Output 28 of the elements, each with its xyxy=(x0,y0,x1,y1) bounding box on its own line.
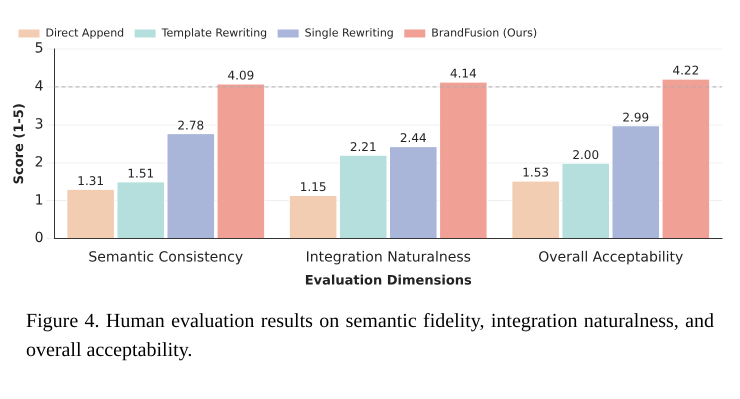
x-axis-title: Evaluation Dimensions xyxy=(304,274,472,289)
text: 1.53 xyxy=(522,166,550,180)
x-tick-label: Semantic Consistency xyxy=(88,250,244,266)
text: 2.00 xyxy=(572,148,600,162)
y-tick-label: 4 xyxy=(34,78,44,95)
text: 1.15 xyxy=(300,180,327,194)
y-axis-title: Score (1-5) xyxy=(12,103,28,184)
text: 1.31 xyxy=(77,174,104,188)
text: 1.51 xyxy=(127,166,154,180)
x-tick-label: Overall Acceptability xyxy=(538,250,684,266)
y-tick-label: 5 xyxy=(34,40,44,57)
text: 4.22 xyxy=(672,64,700,78)
legend-label: Direct Append xyxy=(46,26,124,40)
legend-label: Single Rewriting xyxy=(304,26,394,40)
y-tick-label: 3 xyxy=(34,116,44,132)
legend-label: Template Rewriting xyxy=(160,26,268,40)
text: 2.21 xyxy=(350,140,377,154)
y-tick-label: 1 xyxy=(34,192,44,208)
text: 2.44 xyxy=(400,131,427,146)
legend-label: BrandFusion (Ours) xyxy=(431,26,538,40)
text: 4.14 xyxy=(450,66,477,81)
text: 2.78 xyxy=(177,118,204,132)
text: 2.99 xyxy=(622,110,650,124)
text: 4.09 xyxy=(227,68,254,83)
caption: Figure 4. Human evaluation results on semantic fidelity, integration naturalness, and overall acceptability. xyxy=(26,309,714,363)
x-tick-label: Integration Naturalness xyxy=(306,250,471,266)
y-tick-label: 2 xyxy=(34,154,44,170)
y-tick-label: 0 xyxy=(34,230,44,246)
